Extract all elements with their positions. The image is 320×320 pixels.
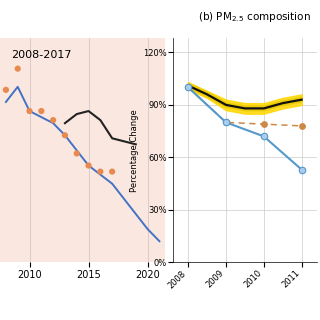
Point	[86, 163, 91, 168]
Point	[39, 108, 44, 114]
Point	[3, 87, 8, 92]
Point	[186, 85, 191, 90]
Point	[299, 167, 304, 172]
Text: (b) PM$_{2.5}$ composition: (b) PM$_{2.5}$ composition	[198, 10, 311, 24]
Point	[186, 85, 191, 90]
Point	[261, 134, 266, 139]
Point	[299, 123, 304, 128]
Point	[62, 133, 68, 138]
Point	[51, 117, 56, 123]
Point	[15, 66, 20, 71]
Point	[74, 151, 79, 156]
Point	[98, 169, 103, 174]
Point	[223, 120, 228, 125]
Y-axis label: Percentage Change: Percentage Change	[130, 109, 139, 192]
Point	[261, 122, 266, 127]
Text: 2008-2017: 2008-2017	[12, 50, 72, 60]
Point	[110, 169, 115, 174]
Point	[27, 108, 32, 114]
Point	[223, 120, 228, 125]
